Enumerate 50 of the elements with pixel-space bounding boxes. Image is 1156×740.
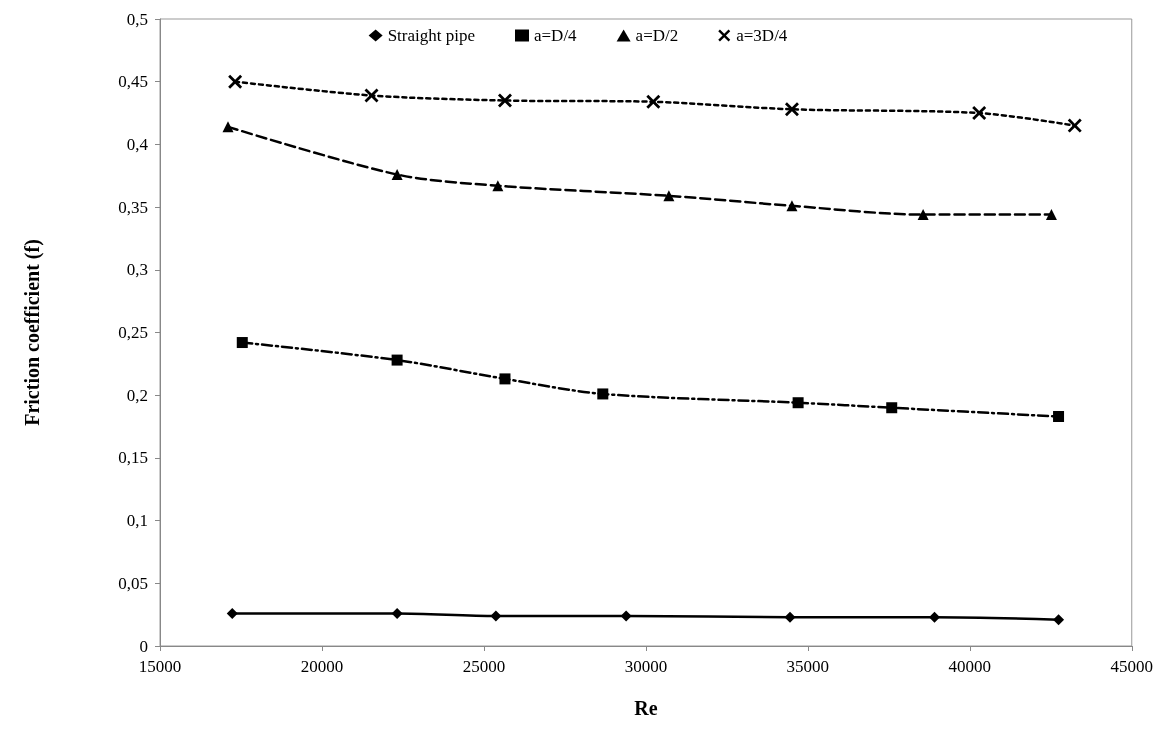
point <box>391 607 403 619</box>
x-tick-label: 20000 <box>300 657 344 676</box>
y-tick-label: 0,15 <box>118 448 148 468</box>
point <box>222 121 234 133</box>
point <box>226 607 238 619</box>
legend-label: a=D/2 <box>635 26 679 45</box>
legend-label: a=3D/4 <box>736 26 788 45</box>
x-tick-label: 30000 <box>624 657 668 676</box>
point <box>391 169 403 180</box>
x-tick-label: 45000 <box>1110 657 1153 676</box>
point <box>792 397 804 409</box>
y-tick-label: 0,2 <box>126 385 148 405</box>
y-tick-label: 0,35 <box>118 197 148 217</box>
y-tick-label: 0,3 <box>126 260 148 280</box>
x-tick-label: 15000 <box>138 657 182 676</box>
point <box>1053 614 1065 626</box>
point <box>646 94 661 109</box>
point <box>497 93 512 108</box>
legend-label: Straight pipe <box>387 26 475 45</box>
point <box>490 610 502 622</box>
y-tick-label: 0,5 <box>126 9 148 29</box>
point <box>784 102 799 117</box>
y-tick-label: 0 <box>139 636 148 656</box>
point <box>236 337 248 349</box>
y-tick-label: 0,45 <box>118 72 148 92</box>
point <box>886 402 898 414</box>
y-tick-label: 0,1 <box>126 511 148 531</box>
point <box>499 373 511 385</box>
point <box>663 190 675 202</box>
point <box>597 388 609 400</box>
legend-label: a=D/4 <box>533 26 578 45</box>
point <box>784 611 796 623</box>
point <box>917 209 929 221</box>
x-tick-label: 25000 <box>462 657 506 676</box>
y-axis-title: Friction coefficient (f) <box>21 239 44 426</box>
point <box>1045 209 1057 221</box>
point <box>1067 118 1082 133</box>
y-tick-label: 0,05 <box>118 573 148 593</box>
point <box>492 180 504 192</box>
point <box>972 106 987 121</box>
point <box>1053 411 1065 423</box>
point <box>391 354 403 366</box>
x-tick-label: 35000 <box>786 657 830 676</box>
x-tick-label: 40000 <box>948 657 992 676</box>
point <box>786 200 798 212</box>
x-axis-title: Re <box>634 697 658 719</box>
point <box>620 610 632 622</box>
point <box>228 74 243 89</box>
y-tick-label: 0,25 <box>118 323 148 342</box>
y-tick-label: 0,4 <box>126 134 149 154</box>
